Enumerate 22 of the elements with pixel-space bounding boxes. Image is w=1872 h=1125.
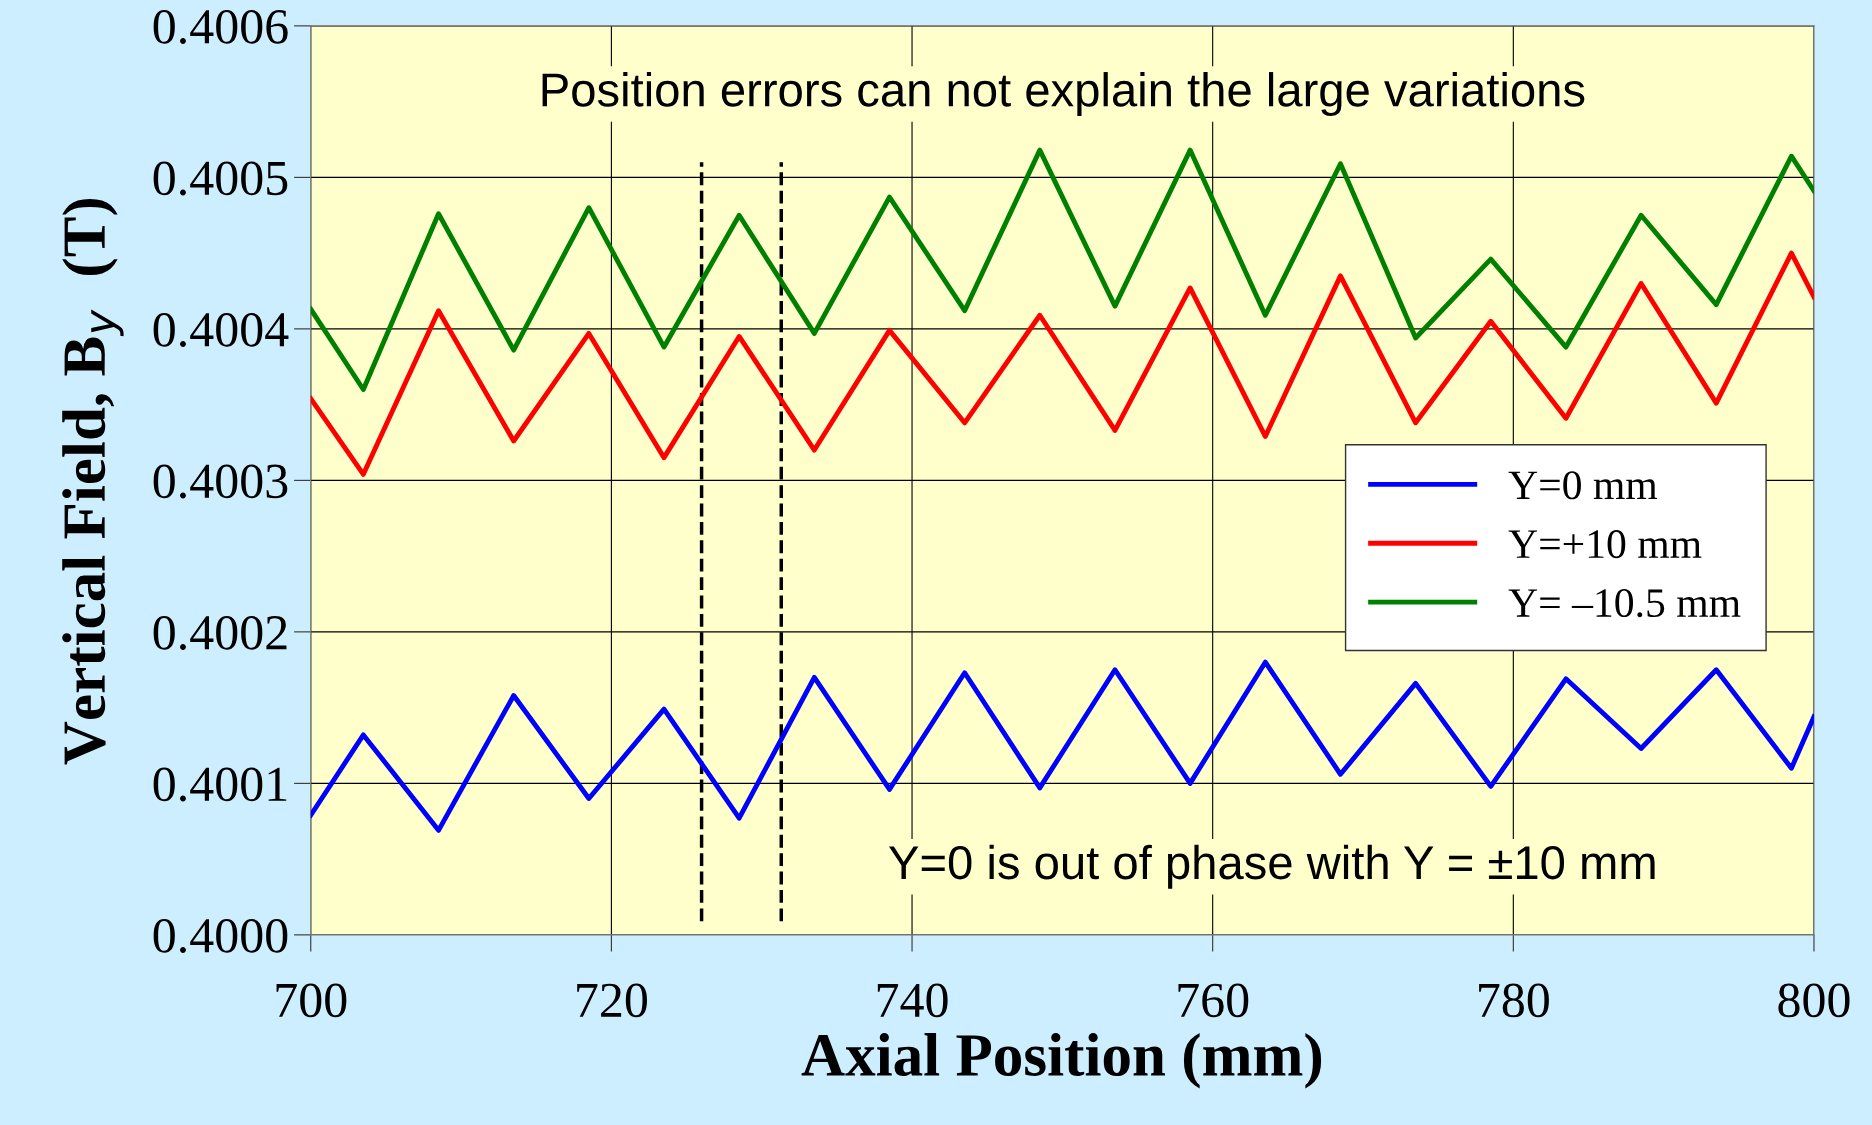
annotation: Y=0 is out of phase with Y = ±10 mm <box>889 844 1655 889</box>
annotation: Position errors can not explain the large variations <box>542 72 1585 117</box>
line-series <box>310 147 1814 392</box>
x-tick-label: 760 <box>1178 983 1249 1018</box>
y-tick-label: 0.4000 <box>153 918 288 953</box>
y-tick-label: 0.4005 <box>153 161 288 196</box>
y-tick-label: 0.4002 <box>153 615 287 650</box>
x-tick-label: 800 <box>1778 983 1850 1018</box>
y-tick-label: 0.4004 <box>153 312 289 347</box>
x-tick-label: 780 <box>1479 983 1549 1018</box>
legend-label: Y=+10 mm <box>1508 530 1702 559</box>
y-tick-label: 0.4006 <box>153 9 288 44</box>
legend-label: Y= –10.5 mm <box>1508 588 1741 618</box>
x-tick-label: 740 <box>877 983 948 1018</box>
y-tick-label: 0.4001 <box>153 767 287 802</box>
x-tick-label: 720 <box>577 983 647 1018</box>
y-axis-title: Vertical Field, B$_{y}$ (T) <box>62 198 124 765</box>
legend-label: Y=0 mm <box>1508 471 1658 500</box>
x-tick-label: 700 <box>276 983 347 1018</box>
line-series <box>310 659 1814 833</box>
x-axis-title: Axial Position (mm) <box>801 1033 1322 1089</box>
y-tick-label: 0.4003 <box>153 464 288 499</box>
